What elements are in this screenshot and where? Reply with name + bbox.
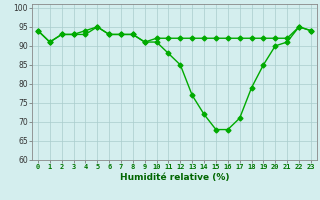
X-axis label: Humidité relative (%): Humidité relative (%) (120, 173, 229, 182)
